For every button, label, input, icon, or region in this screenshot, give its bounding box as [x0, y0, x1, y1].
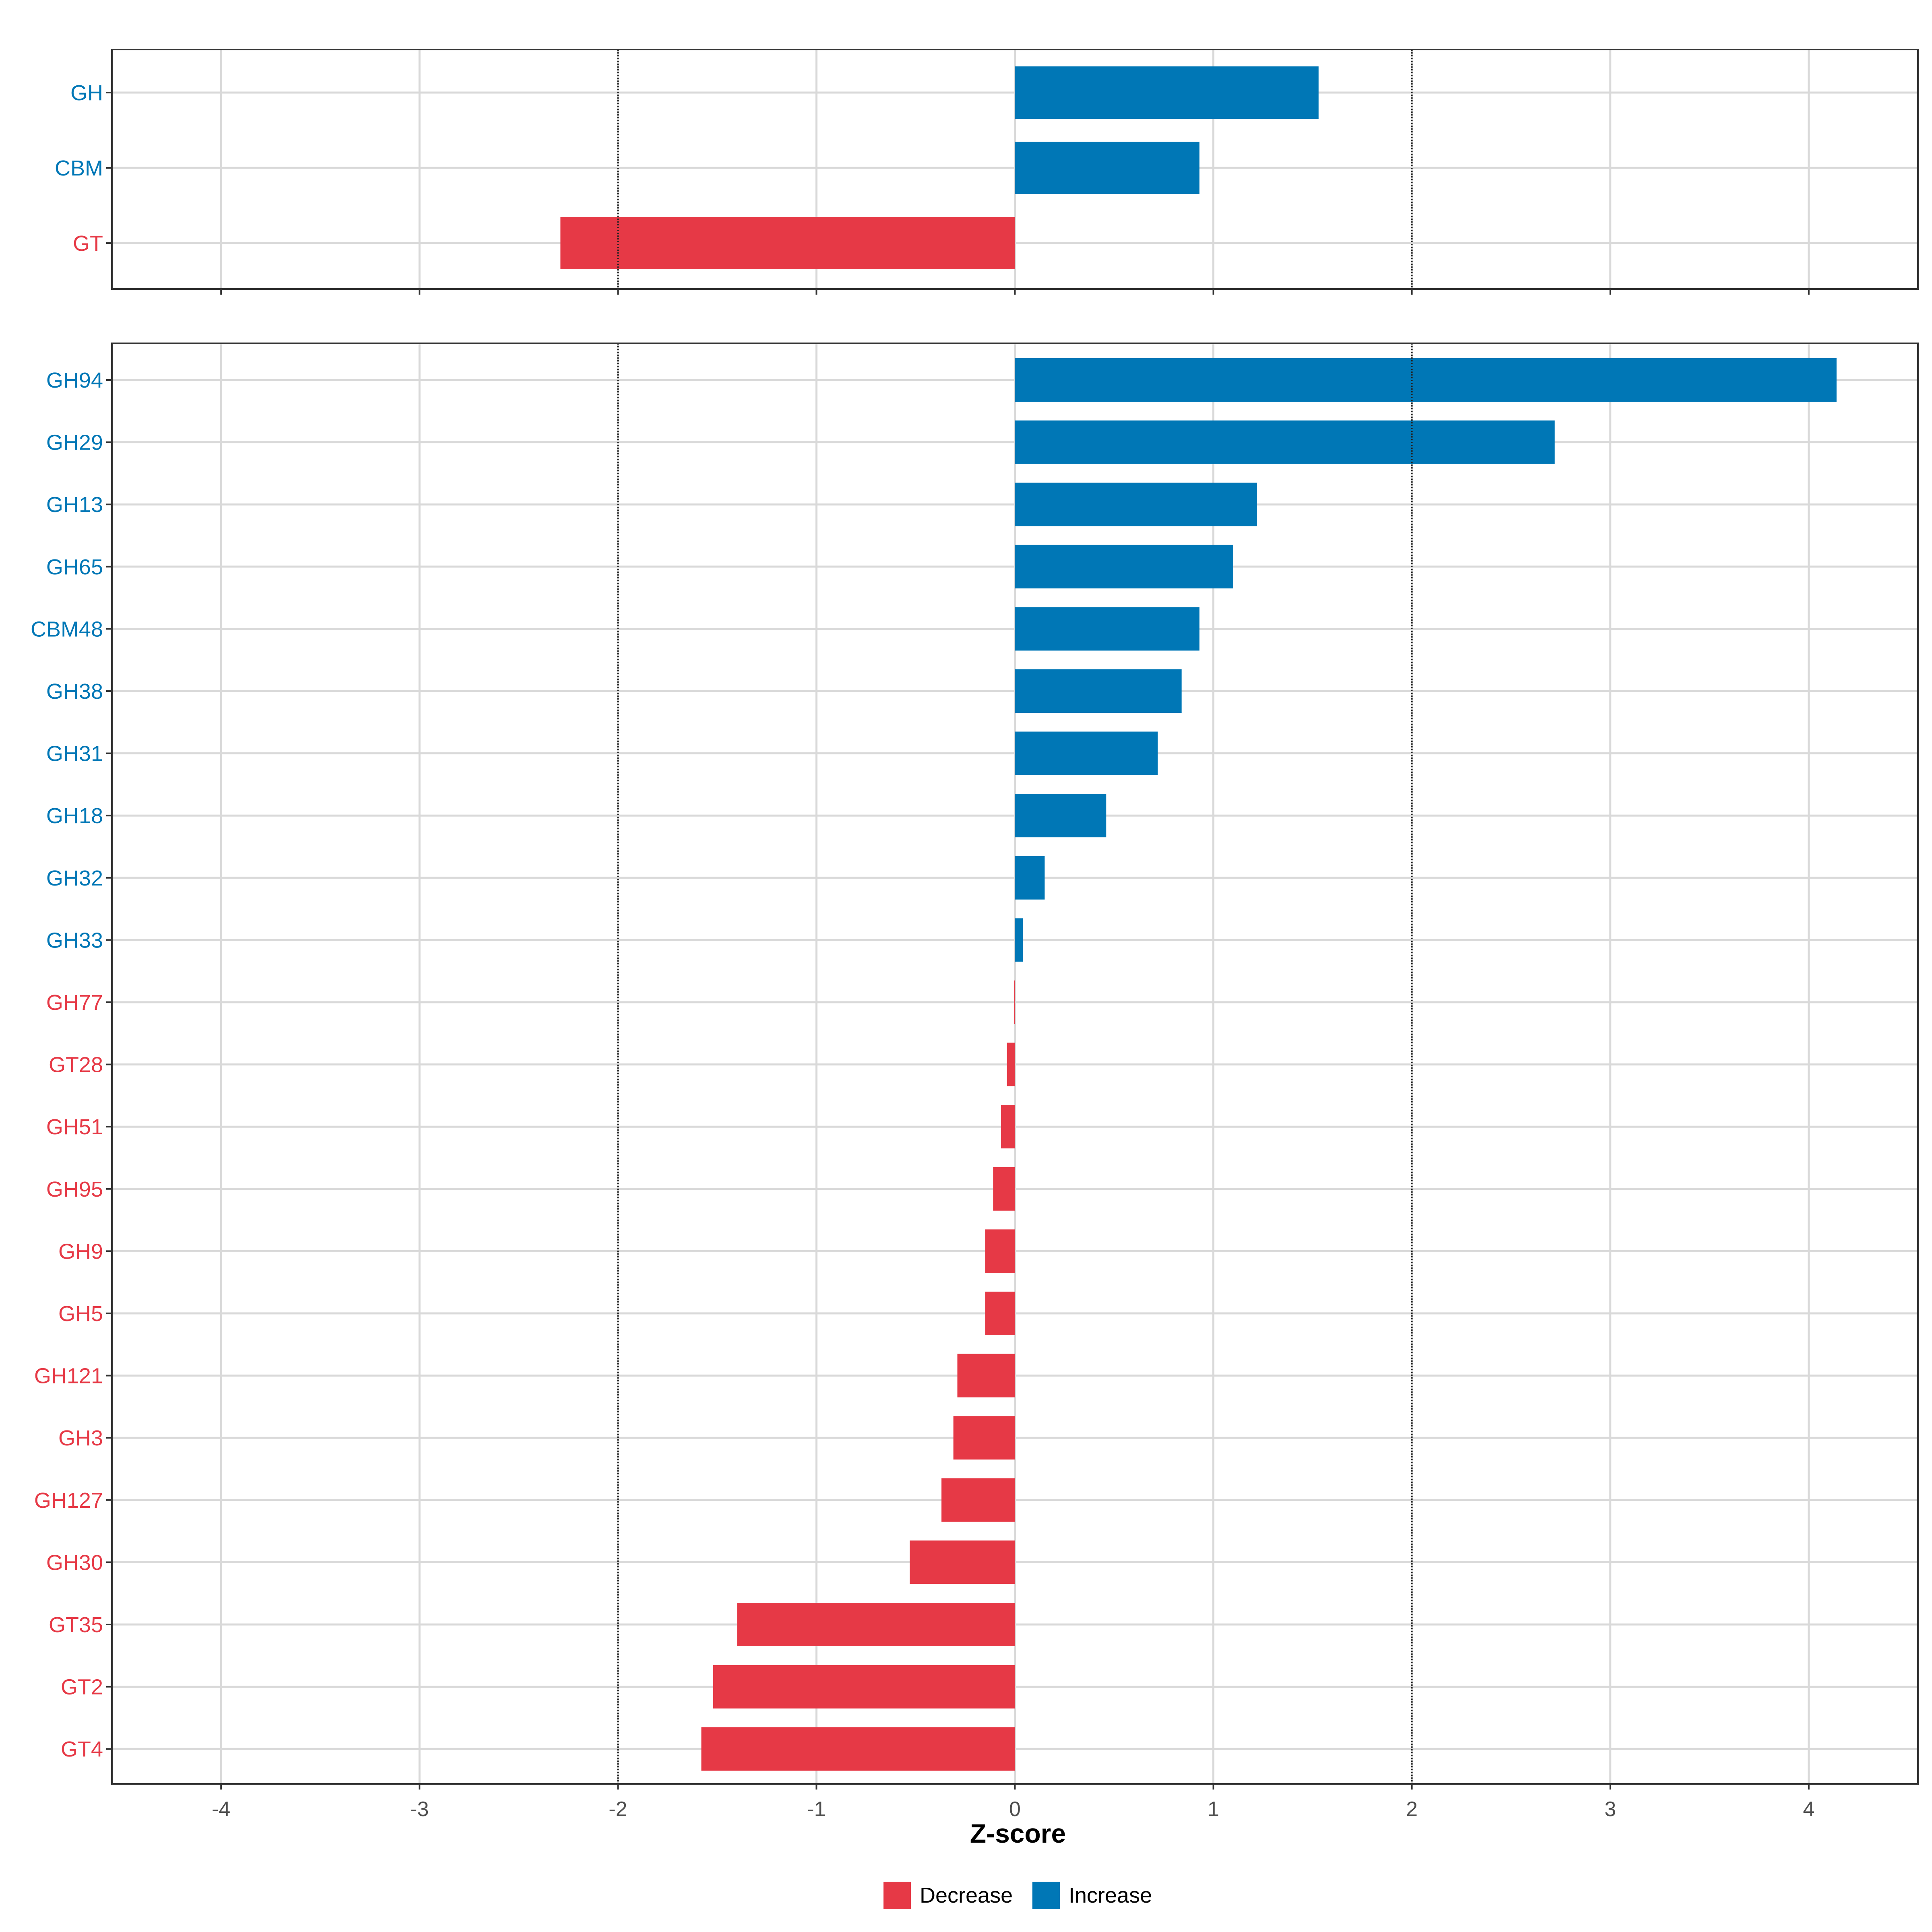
category-label: GH [70, 81, 103, 105]
category-label: GH65 [46, 555, 103, 579]
bar-GH29 [1015, 420, 1555, 464]
x-tick-label: -2 [609, 1798, 627, 1821]
category-label: GT4 [61, 1737, 103, 1761]
bar-GH77 [1014, 980, 1015, 1024]
x-tick-label: 2 [1406, 1798, 1418, 1821]
category-label: GH13 [46, 493, 103, 517]
x-tick-label: -4 [212, 1798, 230, 1821]
bar-GH65 [1015, 545, 1233, 588]
bar-GH51 [1001, 1105, 1015, 1149]
x-tick-label: -1 [807, 1798, 826, 1821]
category-label: GH77 [46, 991, 103, 1015]
bar-GT35 [737, 1603, 1015, 1646]
category-label: GT2 [61, 1675, 103, 1699]
panel-class: GH CBM GT [55, 49, 1919, 295]
x-tick-label: -3 [410, 1798, 429, 1821]
category-label: GH31 [46, 742, 103, 766]
bar-GH121 [957, 1354, 1015, 1397]
category-label: GH33 [46, 928, 103, 952]
category-label: GT [73, 231, 103, 256]
legend-swatch-increase [1032, 1882, 1060, 1909]
category-label: GH94 [46, 368, 103, 392]
bar-GH95 [993, 1167, 1015, 1211]
category-label: GH51 [46, 1115, 103, 1139]
legend-swatch-decrease [883, 1882, 911, 1909]
category-label: GH38 [46, 679, 103, 704]
category-label: GH121 [34, 1364, 103, 1388]
category-label: GT28 [49, 1053, 103, 1077]
bar-GH31 [1015, 731, 1158, 775]
x-tick-label: 0 [1009, 1798, 1021, 1821]
bar-CBM48 [1015, 607, 1200, 651]
category-label: CBM48 [31, 617, 103, 641]
category-label: GH127 [34, 1488, 103, 1513]
category-label: GH3 [58, 1426, 103, 1450]
category-label: GH95 [46, 1177, 103, 1201]
category-label: GH29 [46, 431, 103, 455]
panel-family: GH94GH29GH13GH65CBM48GH38GH31GH18GH32GH3… [31, 343, 1919, 1821]
category-label: GH18 [46, 804, 103, 828]
x-tick-label: 3 [1604, 1798, 1616, 1821]
bar-GH32 [1015, 856, 1045, 900]
bar-GT2 [713, 1665, 1015, 1709]
category-label: GH30 [46, 1550, 103, 1575]
category-label: GT35 [49, 1613, 103, 1637]
category-label: GH9 [58, 1239, 103, 1263]
bar-GH18 [1015, 794, 1106, 838]
bar-GT [560, 217, 1015, 269]
bar-GH5 [985, 1292, 1015, 1335]
bar-GH38 [1015, 669, 1182, 713]
category-label: CBM [55, 156, 103, 180]
legend-label-increase: Increase [1069, 1883, 1152, 1907]
bar-GH3 [953, 1416, 1015, 1460]
panels-layer: GHCBMGTGH94GH29GH13GH65CBM48GH38GH31GH18… [31, 49, 1919, 1821]
bar-GH30 [910, 1540, 1015, 1584]
bar-CBM [1015, 142, 1200, 194]
legend-label-decrease: Decrease [920, 1883, 1013, 1907]
x-axis-title: Z-score [970, 1818, 1066, 1848]
x-tick-label: 1 [1208, 1798, 1219, 1821]
bar-GH [1015, 66, 1319, 119]
x-tick-label: 4 [1803, 1798, 1814, 1821]
bar-GT28 [1007, 1042, 1015, 1086]
category-label: GH32 [46, 866, 103, 890]
bar-GH9 [985, 1229, 1015, 1273]
category-label: GH5 [58, 1302, 103, 1326]
bar-GT4 [701, 1727, 1015, 1771]
bar-GH33 [1015, 918, 1023, 962]
bar-GH13 [1015, 483, 1257, 526]
legend: Decrease Increase [883, 1882, 1152, 1909]
bar-GH94 [1015, 358, 1837, 402]
bar-GH127 [941, 1478, 1015, 1522]
